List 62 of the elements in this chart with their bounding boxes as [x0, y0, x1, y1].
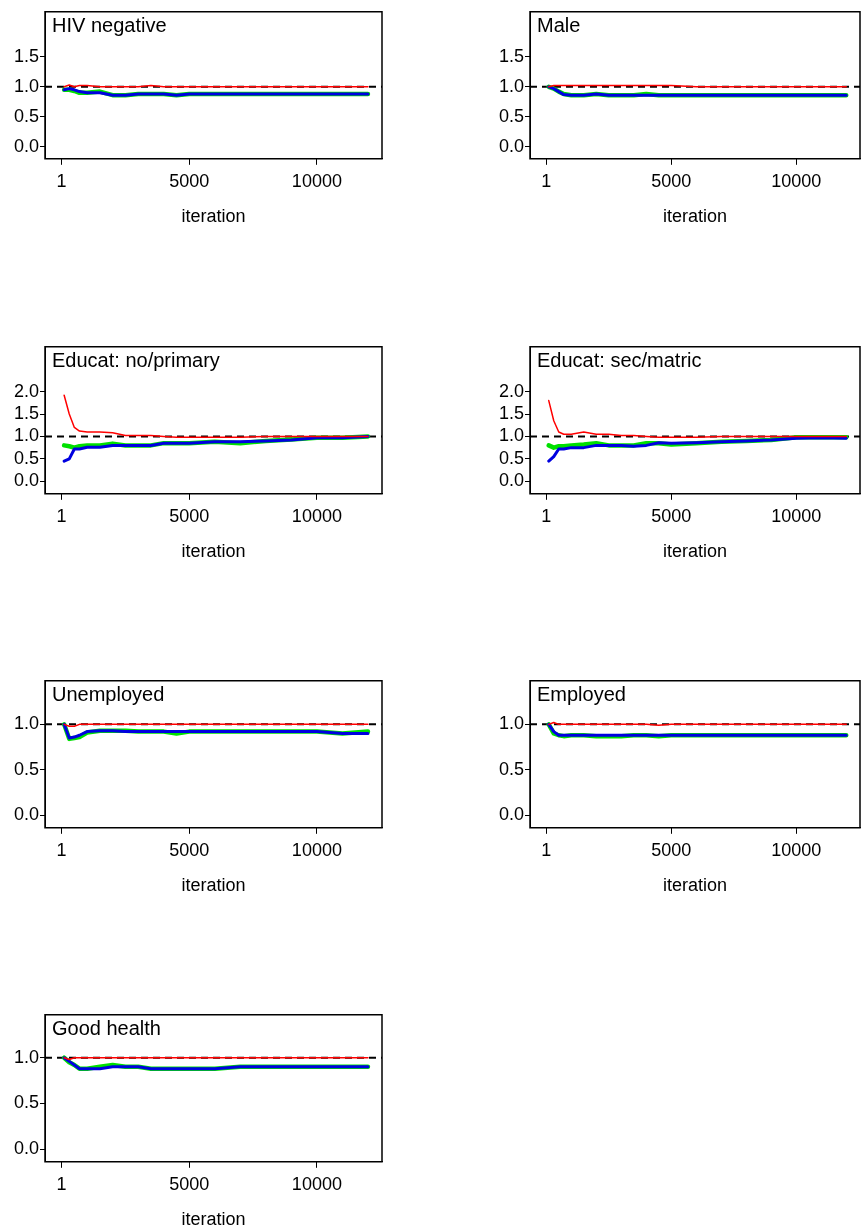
chart-title: Employed — [537, 683, 626, 706]
y-tick-label: 2.0 — [498, 380, 524, 401]
y-tick-label: 0.0 — [13, 470, 39, 491]
x-tick-label: 10000 — [291, 505, 342, 526]
x-axis-title: iteration — [181, 206, 246, 227]
chart-title: Male — [537, 14, 581, 37]
x-tick-label: 10000 — [771, 839, 822, 860]
y-tick-label: 1.0 — [498, 425, 524, 446]
x-tick-label: 5000 — [651, 505, 692, 526]
y-tick-label: 0.5 — [13, 1092, 39, 1113]
y-tick-label: 1.0 — [13, 713, 39, 734]
x-tick-label: 1 — [541, 170, 552, 191]
y-tick-label: 0.0 — [13, 135, 39, 156]
chart-title: Unemployed — [52, 683, 165, 706]
y-tick-label: 0.0 — [498, 135, 524, 156]
y-tick-label: 0.5 — [13, 447, 39, 468]
y-tick-label: 0.5 — [498, 447, 524, 468]
x-tick-label: 5000 — [651, 839, 692, 860]
x-tick-label: 1 — [56, 839, 67, 860]
x-axis-title: iteration — [181, 541, 246, 562]
chart-title: Good health — [52, 1017, 161, 1040]
chart-title: Educat: sec/matric — [537, 349, 702, 372]
x-tick-label: 5000 — [169, 1173, 210, 1194]
x-axis-title: iteration — [662, 206, 728, 227]
x-tick-label: 5000 — [169, 170, 210, 191]
chart-title: Educat: no/primary — [52, 349, 220, 372]
x-tick-label: 1 — [56, 505, 67, 526]
y-tick-label: 0.0 — [13, 1137, 39, 1158]
y-tick-label: 1.0 — [498, 75, 524, 96]
x-tick-label: 5000 — [169, 839, 210, 860]
y-tick-label: 2.0 — [13, 380, 39, 401]
x-axis-title: iteration — [662, 875, 728, 896]
x-axis-title: iteration — [181, 1209, 246, 1230]
y-tick-label: 0.5 — [498, 758, 524, 779]
x-tick-label: 1 — [541, 839, 552, 860]
x-tick-label: 5000 — [651, 170, 692, 191]
x-tick-label: 1 — [56, 170, 67, 191]
x-tick-label: 5000 — [169, 505, 210, 526]
y-tick-label: 1.5 — [13, 45, 39, 66]
y-tick-label: 0.5 — [498, 105, 524, 126]
y-tick-label: 1.0 — [13, 1046, 39, 1067]
y-tick-label: 1.5 — [13, 402, 39, 423]
x-tick-label: 10000 — [291, 839, 342, 860]
y-tick-label: 1.0 — [13, 75, 39, 96]
x-tick-label: 1 — [56, 1173, 67, 1194]
y-tick-label: 1.5 — [498, 45, 524, 66]
x-tick-label: 10000 — [291, 170, 342, 191]
x-tick-label: 10000 — [771, 505, 822, 526]
y-tick-label: 1.0 — [498, 713, 524, 734]
y-tick-label: 1.5 — [498, 402, 524, 423]
x-tick-label: 10000 — [291, 1173, 342, 1194]
y-tick-label: 0.0 — [498, 804, 524, 825]
y-tick-label: 0.0 — [13, 804, 39, 825]
y-tick-label: 0.5 — [13, 758, 39, 779]
y-tick-label: 0.0 — [498, 470, 524, 491]
y-tick-label: 0.5 — [13, 105, 39, 126]
x-axis-title: iteration — [181, 875, 246, 896]
x-axis-title: iteration — [662, 541, 728, 562]
chart-title: HIV negative — [52, 14, 167, 37]
x-tick-label: 10000 — [771, 170, 822, 191]
x-tick-label: 1 — [541, 505, 552, 526]
y-tick-label: 1.0 — [13, 425, 39, 446]
